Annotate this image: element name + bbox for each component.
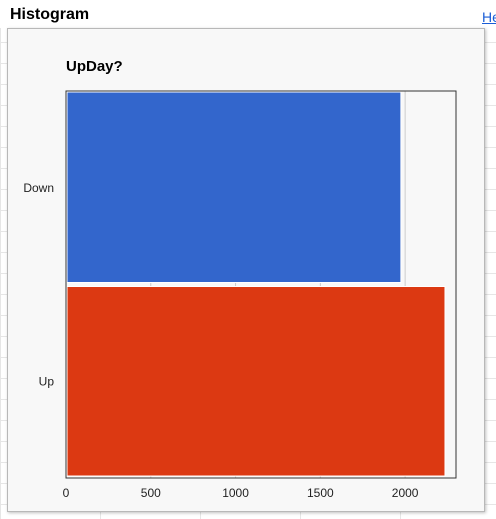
x-tick-label: 1500 — [307, 486, 334, 500]
histogram-chart: UpDay? 0 500 1000 1500 2000 Down Up — [23, 58, 457, 500]
top-bar: Histogram Help — [0, 0, 496, 28]
plot-area-border — [65, 90, 457, 479]
category-label-up: Up — [39, 374, 55, 388]
page-title: Histogram — [10, 6, 90, 23]
bar-up[interactable] — [66, 286, 446, 477]
x-tick-label: 0 — [63, 486, 70, 500]
x-tick-label: 2000 — [392, 486, 419, 500]
x-tick-label: 500 — [141, 486, 161, 500]
help-link[interactable]: Help — [482, 9, 496, 25]
category-label-down: Down — [23, 181, 54, 195]
chart-title: UpDay? — [66, 58, 123, 75]
bar-down[interactable] — [66, 91, 402, 283]
x-tick-label: 1000 — [222, 486, 249, 500]
chart-container[interactable]: UpDay? 0 500 1000 1500 2000 Down Up — [7, 28, 485, 512]
